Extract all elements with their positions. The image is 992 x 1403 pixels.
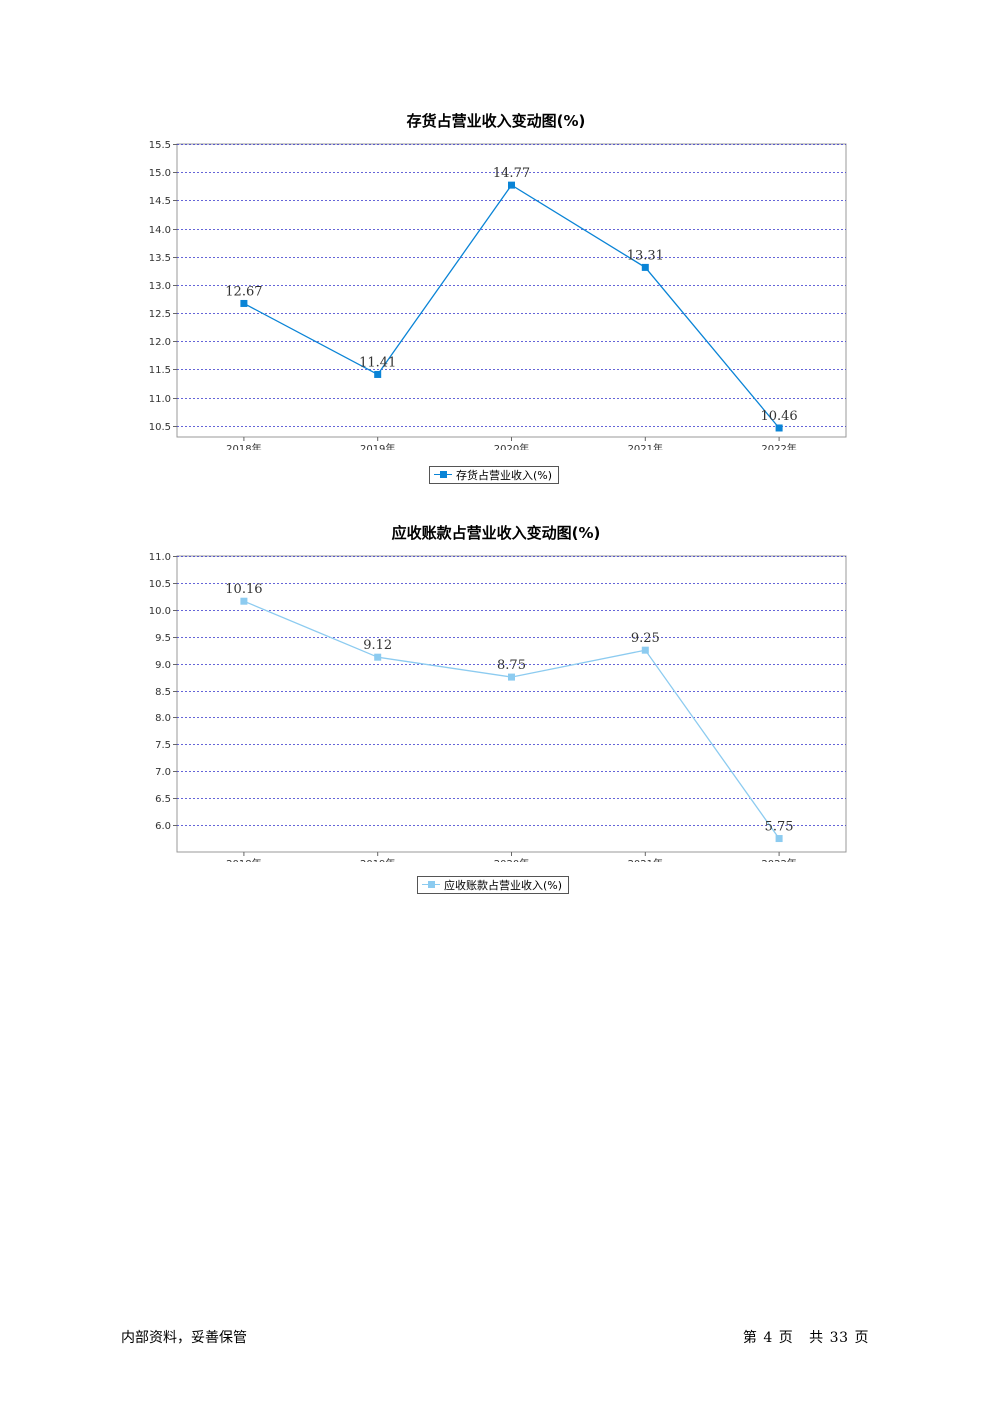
y-tick-label: 13.0 xyxy=(149,281,171,292)
x-tick-label: 2018年 xyxy=(226,442,261,450)
y-tick-label: 7.5 xyxy=(155,740,171,751)
legend-label: 应收账款占营业收入(%) xyxy=(444,879,563,892)
x-tick-label: 2019年 xyxy=(360,857,395,862)
data-point xyxy=(240,299,248,307)
y-tick-label: 9.5 xyxy=(155,633,171,644)
data-point xyxy=(775,424,783,432)
y-tick-label: 10.0 xyxy=(149,606,171,617)
y-tick-label: 11.0 xyxy=(149,552,171,563)
data-point xyxy=(775,835,783,843)
chart-title: 应收账款占营业收入变动图(%) xyxy=(391,524,601,542)
y-tick-label: 14.0 xyxy=(149,225,171,236)
data-label: 10.46 xyxy=(760,409,797,424)
plot-area xyxy=(176,143,847,438)
footer-page-word: 第 xyxy=(742,1330,758,1346)
data-point xyxy=(374,370,382,378)
x-tick-label: 2021年 xyxy=(628,442,663,450)
y-tick-label: 10.5 xyxy=(149,579,171,590)
y-tick-label: 8.5 xyxy=(155,687,171,698)
y-tick-label: 12.0 xyxy=(149,337,171,348)
footer-total-num: 33 xyxy=(829,1330,849,1346)
footer-page-num: 4 xyxy=(763,1330,773,1346)
plot-area xyxy=(176,555,847,853)
chart-legend: 存货占营业收入(%) xyxy=(429,466,560,484)
data-label: 14.77 xyxy=(493,166,530,181)
chart-legend: 应收账款占营业收入(%) xyxy=(417,876,570,894)
data-label: 11.41 xyxy=(359,355,396,370)
x-tick-label: 2021年 xyxy=(628,857,663,862)
data-label: 10.16 xyxy=(225,582,262,597)
y-tick-label: 7.0 xyxy=(155,767,171,778)
y-tick-label: 11.0 xyxy=(149,394,171,405)
chart-title: 存货占营业收入变动图(%) xyxy=(406,112,586,130)
x-tick-label: 2020年 xyxy=(494,442,529,450)
x-tick-label: 2022年 xyxy=(761,442,796,450)
inventory-chart-plot: 10.5 11.0 11.5 12.0 12.5 13.0 13.5 14.0 14.5 15.0… xyxy=(149,140,847,450)
y-tick-label: 13.5 xyxy=(149,253,171,264)
data-point xyxy=(240,597,248,605)
data-point xyxy=(374,653,382,661)
y-tick-label: 15.0 xyxy=(149,168,171,179)
x-tick-label: 2022年 xyxy=(761,857,796,862)
legend-label: 存货占营业收入(%) xyxy=(456,469,553,482)
footer-confidential-note: 内部资料，妥善保管 xyxy=(121,1330,247,1346)
y-tick-label: 8.0 xyxy=(155,713,171,724)
data-point xyxy=(508,181,515,189)
data-label: 9.25 xyxy=(631,631,660,646)
data-label: 5.75 xyxy=(765,820,794,835)
x-tick-label: 2018年 xyxy=(226,857,261,862)
y-tick-label: 12.5 xyxy=(149,309,171,320)
y-tick-label: 10.5 xyxy=(149,422,171,433)
legend-swatch xyxy=(422,880,440,890)
data-point xyxy=(641,646,649,654)
data-label: 8.75 xyxy=(497,658,526,673)
y-tick-label: 14.5 xyxy=(149,196,171,207)
y-tick-label: 11.5 xyxy=(149,365,171,376)
data-label: 9.12 xyxy=(363,638,392,653)
footer-total-word: 共 xyxy=(809,1330,824,1346)
y-tick-label: 15.5 xyxy=(149,140,171,151)
data-label: 13.31 xyxy=(627,248,664,263)
x-tick-label: 2019年 xyxy=(360,442,395,450)
y-tick-label: 6.0 xyxy=(155,821,171,832)
y-tick-label: 9.0 xyxy=(155,660,171,671)
receivables-chart-plot: 6.0 6.5 7.0 7.5 8.0 8.5 9.0 9.5 10.0 10.5 11.0 2018… xyxy=(149,552,847,862)
y-tick-label: 6.5 xyxy=(155,794,171,805)
footer-page-unit: 页 xyxy=(778,1330,794,1346)
x-tick-label: 2020年 xyxy=(494,857,529,862)
legend-swatch xyxy=(434,470,452,480)
data-point xyxy=(641,263,649,271)
footer-total-unit: 页 xyxy=(854,1330,869,1346)
data-point xyxy=(508,673,515,681)
data-label: 12.67 xyxy=(225,284,262,299)
